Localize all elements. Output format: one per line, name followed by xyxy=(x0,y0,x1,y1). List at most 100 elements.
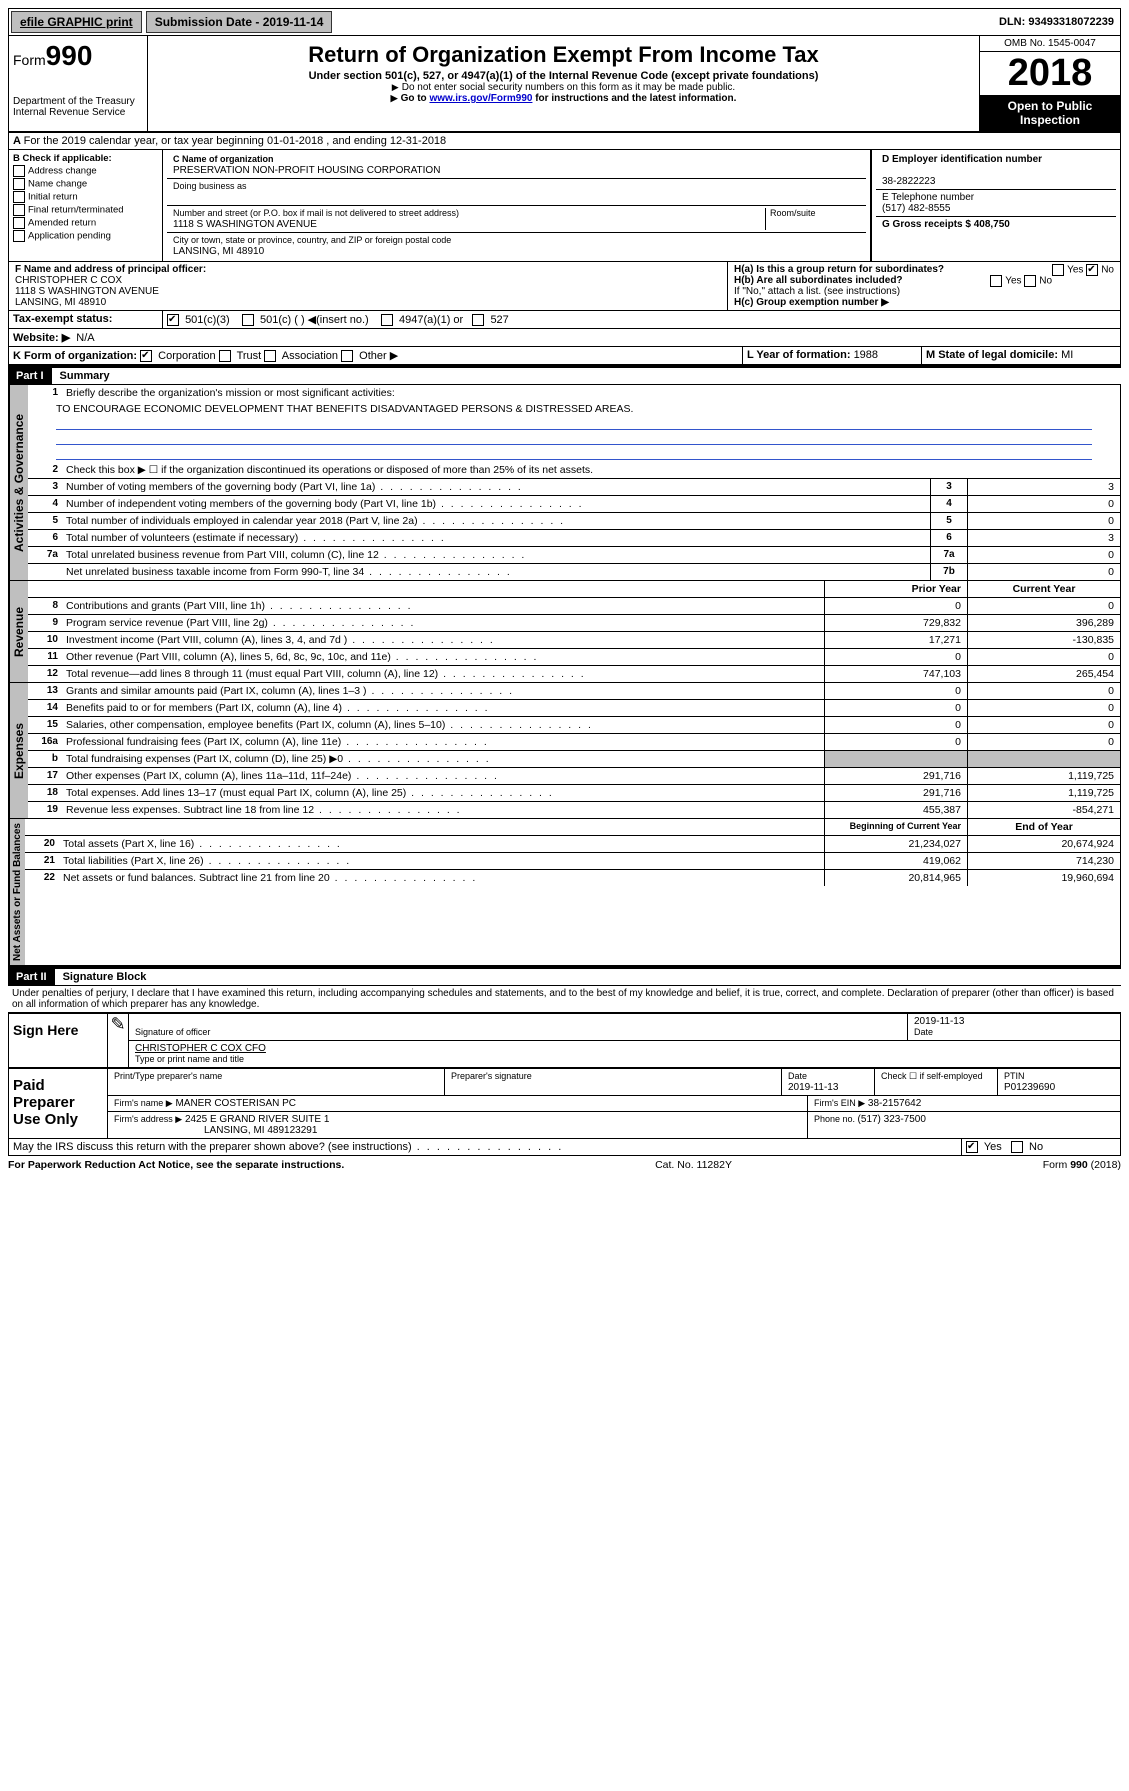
hc-label: H(c) Group exemption number ▶ xyxy=(734,297,1114,308)
chk-name-change[interactable]: Name change xyxy=(13,178,158,190)
room-suite-label: Room/suite xyxy=(770,208,816,218)
paid-prep-label: Paid Preparer Use Only xyxy=(9,1069,108,1138)
discuss-no[interactable] xyxy=(1011,1141,1023,1153)
ptin-cell: PTINP01239690 xyxy=(998,1069,1120,1095)
irs-label: Internal Revenue Service xyxy=(13,107,143,118)
chk-final-return[interactable]: Final return/terminated xyxy=(13,204,158,216)
ssn-note: Do not enter social security numbers on … xyxy=(152,82,975,93)
gross-receipts: G Gross receipts $ 408,750 xyxy=(876,217,1116,232)
officer-group-row: F Name and address of principal officer:… xyxy=(8,262,1121,311)
prep-name-cell[interactable]: Print/Type preparer's name xyxy=(108,1069,445,1095)
part2-header: Part II Signature Block xyxy=(8,967,1121,986)
b-label: B Check if applicable: xyxy=(13,153,158,164)
treasury-dept: Department of the Treasury xyxy=(13,96,143,107)
hb-yes[interactable] xyxy=(990,275,1002,287)
begin-year-header: Beginning of Current Year xyxy=(824,819,967,835)
form-title: Return of Organization Exempt From Incom… xyxy=(152,42,975,68)
period-a: A For the 2019 calendar year, or tax yea… xyxy=(9,133,1120,149)
state-domicile: MI xyxy=(1061,349,1073,361)
revenue-section: Revenue b Prior Year Current Year 8Contr… xyxy=(8,581,1121,683)
phone-cell: E Telephone number (517) 482-8555 xyxy=(876,190,1116,217)
dln-label: DLN: 93493318072239 xyxy=(999,16,1120,28)
chk-501c[interactable] xyxy=(242,314,254,326)
chk-initial-return[interactable]: Initial return xyxy=(13,191,158,203)
goto-note: Go to www.irs.gov/Form990 for instructio… xyxy=(152,93,975,104)
form-number: Form990 xyxy=(13,40,143,72)
i-label: Tax-exempt status: xyxy=(9,311,163,328)
firm-ein-cell: Firm's EIN ▶ 38-2157642 xyxy=(808,1096,1120,1111)
part1-header: Part I Summary xyxy=(8,366,1121,385)
goto-pre: Go to xyxy=(391,93,430,104)
summary-row: bTotal fundraising expenses (Part IX, co… xyxy=(28,751,1120,768)
summary-row: 19Revenue less expenses. Subtract line 1… xyxy=(28,802,1120,818)
form990-link[interactable]: www.irs.gov/Form990 xyxy=(429,93,532,104)
chk-501c3[interactable] xyxy=(167,314,179,326)
self-employed-cell[interactable]: Check ☐ if self-employed xyxy=(875,1069,998,1095)
prep-sig-cell[interactable]: Preparer's signature xyxy=(445,1069,782,1095)
header-left: Form990 Department of the Treasury Inter… xyxy=(9,36,148,131)
summary-row: 9Program service revenue (Part VIII, lin… xyxy=(28,615,1120,632)
hb-no[interactable] xyxy=(1024,275,1036,287)
ha-yes[interactable] xyxy=(1052,264,1064,276)
ein-value: 38-2822223 xyxy=(882,176,935,187)
k-label: K Form of organization: xyxy=(13,350,137,362)
header-right: OMB No. 1545-0047 2018 Open to PublicIns… xyxy=(979,36,1120,131)
firm-name-cell: Firm's name ▶ MANER COSTERISAN PC xyxy=(108,1096,808,1111)
phone-value: (517) 482-8555 xyxy=(882,203,950,214)
efile-print-link[interactable]: efile GRAPHIC print xyxy=(11,11,142,33)
part1-title: Summary xyxy=(52,370,110,382)
goto-post: for instructions and the latest informat… xyxy=(532,93,736,104)
summary-row: 20Total assets (Part X, line 16)21,234,0… xyxy=(25,836,1120,853)
chk-address-change[interactable]: Address change xyxy=(13,165,158,177)
sig-officer-cell[interactable]: Signature of officer xyxy=(129,1014,908,1040)
ein-cell: D Employer identification number 38-2822… xyxy=(876,152,1116,190)
chk-assoc[interactable] xyxy=(264,350,276,362)
summary-row: 14Benefits paid to or for members (Part … xyxy=(28,700,1120,717)
chk-4947[interactable] xyxy=(381,314,393,326)
sign-here-label: Sign Here xyxy=(9,1014,108,1067)
top-bar: efile GRAPHIC print Submission Date - 20… xyxy=(8,8,1121,36)
omb-number: OMB No. 1545-0047 xyxy=(980,36,1120,52)
governance-label: Activities & Governance xyxy=(9,385,28,580)
entity-block: B Check if applicable: Address change Na… xyxy=(8,150,1121,262)
summary-row: 16aProfessional fundraising fees (Part I… xyxy=(28,734,1120,751)
tax-year: 2018 xyxy=(980,52,1120,95)
sign-here-block: Sign Here ✎ Signature of officer 2019-11… xyxy=(8,1012,1121,1068)
chk-application-pending[interactable]: Application pending xyxy=(13,230,158,242)
chk-other[interactable] xyxy=(341,350,353,362)
line2: Check this box ▶ ☐ if the organization d… xyxy=(62,462,1120,478)
footer-mid: Cat. No. 11282Y xyxy=(655,1159,732,1171)
summary-row: 11Other revenue (Part VIII, column (A), … xyxy=(28,649,1120,666)
summary-row: Net unrelated business taxable income fr… xyxy=(28,564,1120,580)
form-header: Form990 Department of the Treasury Inter… xyxy=(8,36,1121,133)
summary-row: 6Total number of volunteers (estimate if… xyxy=(28,530,1120,547)
officer-addr2: LANSING, MI 48910 xyxy=(15,297,106,308)
summary-row: 7aTotal unrelated business revenue from … xyxy=(28,547,1120,564)
form-subtitle: Under section 501(c), 527, or 4947(a)(1)… xyxy=(152,70,975,82)
discuss-row: May the IRS discuss this return with the… xyxy=(8,1139,1121,1156)
hb-note: If "No," attach a list. (see instruction… xyxy=(734,286,1114,297)
chk-amended-return[interactable]: Amended return xyxy=(13,217,158,229)
firm-phone-cell: Phone no. (517) 323-7500 xyxy=(808,1112,1120,1138)
submission-date-button[interactable]: Submission Date - 2019-11-14 xyxy=(146,11,333,33)
officer-addr1: 1118 S WASHINGTON AVENUE xyxy=(15,286,159,297)
dba-cell: Doing business as xyxy=(167,179,866,206)
part2-title: Signature Block xyxy=(55,971,147,983)
year-formation: 1988 xyxy=(854,349,878,361)
officer-typed-name: CHRISTOPHER C COX CFOType or print name … xyxy=(129,1041,1120,1067)
chk-trust[interactable] xyxy=(219,350,231,362)
expenses-label: Expenses xyxy=(9,683,28,818)
org-name: PRESERVATION NON-PROFIT HOUSING CORPORAT… xyxy=(173,165,440,176)
paid-preparer-block: Paid Preparer Use Only Print/Type prepar… xyxy=(8,1068,1121,1139)
netassets-label: Net Assets or Fund Balances xyxy=(9,819,25,965)
summary-row: 3Number of voting members of the governi… xyxy=(28,479,1120,496)
entity-right: D Employer identification number 38-2822… xyxy=(871,150,1120,261)
summary-row: 22Net assets or fund balances. Subtract … xyxy=(25,870,1120,886)
ha-no[interactable] xyxy=(1086,264,1098,276)
summary-row: 15Salaries, other compensation, employee… xyxy=(28,717,1120,734)
firm-addr-cell: Firm's address ▶ 2425 E GRAND RIVER SUIT… xyxy=(108,1112,808,1138)
governance-section: Activities & Governance 1 Briefly descri… xyxy=(8,385,1121,581)
discuss-yes[interactable] xyxy=(966,1141,978,1153)
chk-527[interactable] xyxy=(472,314,484,326)
chk-corp[interactable] xyxy=(140,350,152,362)
